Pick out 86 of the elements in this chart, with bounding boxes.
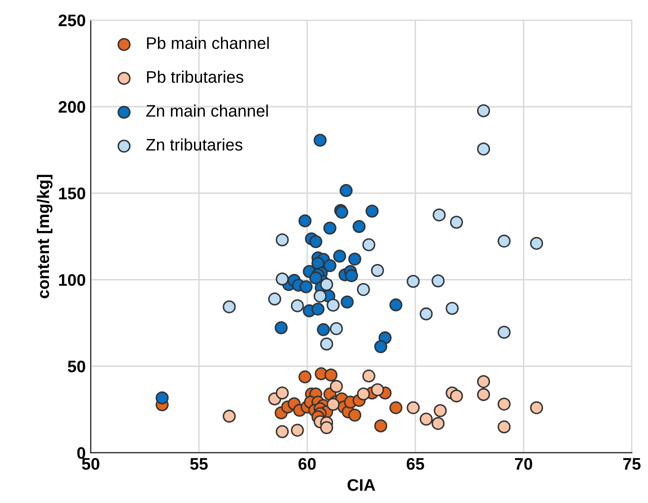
point (309, 271, 322, 284)
legend-label: Pb main channel (147, 36, 269, 50)
point (320, 278, 334, 292)
point (450, 216, 463, 229)
y-tick-label: 100 (59, 274, 86, 286)
point (348, 252, 362, 266)
point (366, 204, 379, 218)
point (298, 214, 312, 228)
point (450, 389, 463, 402)
point (498, 420, 511, 434)
point (362, 370, 376, 383)
x-tick-label: 60 (298, 458, 316, 470)
point (298, 370, 312, 384)
point (290, 424, 304, 437)
y-tick-label: 200 (58, 101, 86, 113)
point (320, 421, 334, 434)
point (498, 234, 511, 248)
y-axis-title: content [mg/kg] (36, 174, 52, 298)
point (222, 300, 236, 314)
y-tick-label: 250 (58, 14, 86, 26)
point (498, 326, 511, 339)
point (362, 238, 376, 252)
point (477, 388, 490, 402)
point (309, 235, 322, 248)
point (389, 401, 402, 414)
x-tick-label: 50 (82, 458, 100, 470)
point (323, 222, 336, 235)
point (530, 236, 544, 250)
point (323, 259, 336, 272)
point (314, 134, 327, 147)
point (446, 302, 459, 315)
point (274, 321, 288, 334)
point (300, 280, 313, 294)
point (420, 307, 433, 320)
point (348, 408, 362, 422)
point (340, 184, 353, 198)
point (389, 298, 402, 312)
point (434, 404, 447, 418)
point (333, 250, 346, 263)
point (276, 233, 289, 246)
point (356, 388, 370, 401)
x-tick-label: 75 (623, 458, 641, 470)
point (432, 208, 446, 222)
point (406, 274, 420, 288)
point (530, 401, 544, 414)
point (370, 383, 384, 396)
x-tick-label: 55 (190, 458, 208, 470)
y-tick-label: 50 (68, 360, 86, 372)
point (268, 292, 282, 306)
point (276, 386, 289, 400)
point (156, 391, 169, 404)
point (320, 338, 334, 351)
point (370, 264, 384, 277)
point (374, 340, 388, 354)
point (498, 398, 511, 411)
point (477, 375, 490, 388)
y-tick-label: 150 (59, 188, 86, 200)
point (324, 368, 338, 382)
legend-label: Pb tributaries (147, 70, 244, 83)
point (290, 299, 304, 312)
point (420, 412, 433, 426)
point (374, 419, 388, 432)
point (432, 416, 445, 430)
x-tick-label: 65 (406, 458, 424, 470)
point (406, 401, 420, 414)
point (352, 220, 366, 234)
point (330, 380, 343, 393)
point (326, 298, 340, 312)
x-axis-title: CIA (348, 479, 376, 491)
y-tick-label: 0 (77, 447, 86, 459)
point (432, 274, 445, 288)
point (345, 269, 358, 282)
point (330, 322, 343, 336)
point (276, 272, 289, 286)
point (276, 425, 289, 438)
point (316, 323, 330, 336)
point (314, 290, 327, 303)
point (340, 295, 354, 308)
legend-label: Zn tributaries (146, 138, 242, 151)
point (222, 410, 236, 423)
point (311, 302, 324, 316)
point (477, 104, 490, 118)
legend-label: Zn main channel (146, 104, 268, 117)
point (477, 142, 490, 156)
point (356, 283, 370, 296)
x-tick-label: 70 (515, 458, 532, 470)
